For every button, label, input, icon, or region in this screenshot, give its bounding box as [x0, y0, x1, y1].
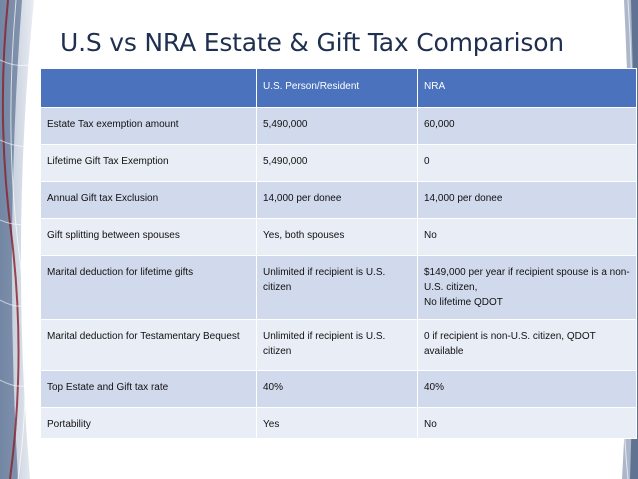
us-value: 5,490,000	[256, 107, 418, 145]
nra-value: 0 if recipient is non-U.S. citizen, QDOT…	[417, 319, 637, 371]
row-label: Marital deduction for Testamentary Beque…	[40, 319, 257, 371]
table-row: Lifetime Gift Tax Exemption 5,490,000 0	[40, 144, 637, 182]
comparison-table: U.S. Person/Resident NRA Estate Tax exem…	[40, 68, 637, 439]
nra-value: 0	[417, 144, 637, 182]
header-cell-category	[40, 68, 257, 108]
table-row: Marital deduction for Testamentary Beque…	[40, 319, 637, 371]
nra-value: 60,000	[417, 107, 637, 145]
row-label: Annual Gift tax Exclusion	[40, 181, 257, 219]
slide-title: U.S vs NRA Estate & Gift Tax Comparison	[60, 28, 564, 57]
us-value: Unlimited if recipient is U.S. citizen	[256, 319, 418, 371]
table-header-row: U.S. Person/Resident NRA	[40, 68, 637, 108]
header-cell-us-person: U.S. Person/Resident	[256, 68, 418, 108]
nra-value: 40%	[417, 370, 637, 408]
table-row: Marital deduction for lifetime gifts Unl…	[40, 255, 637, 320]
us-value: 40%	[256, 370, 418, 408]
header-cell-nra: NRA	[417, 68, 637, 108]
row-label: Portability	[40, 407, 257, 439]
nra-value: No	[417, 407, 637, 439]
table-row: Portability Yes No	[40, 407, 637, 439]
row-label: Estate Tax exemption amount	[40, 107, 257, 145]
us-value: Yes	[256, 407, 418, 439]
row-label: Lifetime Gift Tax Exemption	[40, 144, 257, 182]
us-value: Yes, both spouses	[256, 218, 418, 256]
table-row: Top Estate and Gift tax rate 40% 40%	[40, 370, 637, 408]
decorative-globe-left	[0, 0, 40, 479]
nra-value: 14,000 per donee	[417, 181, 637, 219]
row-label: Marital deduction for lifetime gifts	[40, 255, 257, 320]
row-label: Gift splitting between spouses	[40, 218, 257, 256]
table-row: Estate Tax exemption amount 5,490,000 60…	[40, 107, 637, 145]
us-value: 14,000 per donee	[256, 181, 418, 219]
row-label: Top Estate and Gift tax rate	[40, 370, 257, 408]
us-value: 5,490,000	[256, 144, 418, 182]
nra-value: $149,000 per year if recipient spouse is…	[417, 255, 637, 320]
table-row: Annual Gift tax Exclusion 14,000 per don…	[40, 181, 637, 219]
us-value: Unlimited if recipient is U.S. citizen	[256, 255, 418, 320]
nra-value: No	[417, 218, 637, 256]
table-row: Gift splitting between spouses Yes, both…	[40, 218, 637, 256]
